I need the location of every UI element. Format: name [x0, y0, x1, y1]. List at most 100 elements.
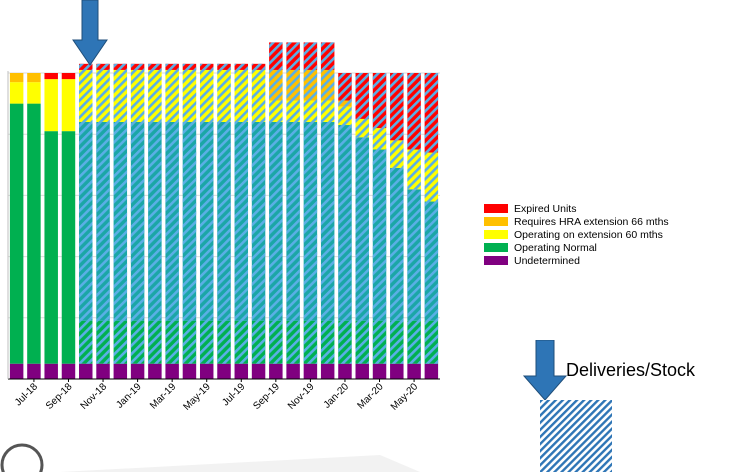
bar-hatch-overlay — [251, 320, 266, 364]
bar-hatch-overlay — [96, 121, 110, 321]
bar-segment — [9, 73, 24, 83]
bar-hatch-overlay — [182, 69, 197, 122]
bar-hatch-overlay — [96, 63, 110, 70]
bar-hatch-overlay — [217, 320, 231, 364]
bar-segment — [44, 363, 58, 379]
bar-hatch-overlay — [113, 63, 128, 70]
bar-hatch-overlay — [355, 118, 369, 138]
bar-segment — [217, 363, 231, 379]
bar-segment — [113, 363, 128, 379]
bar-hatch-overlay — [320, 42, 335, 70]
bar-hatch-overlay — [338, 125, 352, 321]
bar-hatch-overlay — [165, 320, 179, 364]
bar-segment — [61, 73, 76, 80]
bar-hatch-overlay — [269, 100, 283, 122]
x-tick-label: Jan-20 — [322, 381, 352, 411]
bar-hatch-overlay — [407, 149, 421, 190]
bar-hatch-overlay — [269, 69, 283, 101]
bar-hatch-overlay — [372, 128, 387, 150]
bar-segment — [320, 363, 335, 379]
legend-item-normal: Operating Normal — [484, 241, 669, 254]
bar-segment — [9, 363, 24, 379]
legend-item-expired: Expired Units — [484, 202, 669, 215]
bar-hatch-overlay — [303, 100, 318, 122]
legend-label: Operating on extension 60 mths — [514, 228, 663, 241]
bar-hatch-overlay — [199, 63, 214, 70]
bar-hatch-overlay — [182, 63, 197, 70]
bar-hatch-overlay — [199, 320, 214, 364]
x-tick-label: Mar-19 — [148, 381, 178, 411]
bar-hatch-overlay — [320, 100, 335, 122]
bar-hatch-overlay — [424, 201, 439, 321]
bar-hatch-overlay — [372, 320, 387, 364]
bar-hatch-overlay — [217, 121, 231, 321]
bar-hatch-overlay — [251, 69, 266, 122]
bar-hatch-overlay — [79, 121, 93, 321]
bar-hatch-overlay — [165, 69, 179, 122]
x-tick-label: Mar-20 — [355, 381, 385, 411]
bar-segment — [61, 363, 76, 379]
bar-hatch-overlay — [390, 167, 404, 321]
bar-hatch-overlay — [286, 69, 300, 101]
bar-hatch-overlay — [269, 121, 283, 321]
legend-swatch — [484, 256, 508, 265]
bar-segment — [130, 363, 145, 379]
bar-segment — [372, 363, 387, 379]
x-tick-label: May-19 — [181, 381, 213, 413]
legend: Expired Units Requires HRA extension 66 … — [484, 202, 669, 267]
bar-segment — [407, 363, 421, 379]
bar-segment — [27, 82, 41, 104]
bar-hatch-overlay — [182, 320, 197, 364]
bar-hatch-overlay — [217, 63, 231, 70]
bar-hatch-overlay — [96, 320, 110, 364]
bar-hatch-overlay — [424, 73, 439, 153]
bar-hatch-overlay — [79, 63, 93, 70]
bar-hatch-overlay — [338, 73, 352, 101]
bar-hatch-overlay — [372, 149, 387, 321]
bar-hatch-overlay — [286, 100, 300, 122]
bar-hatch-overlay — [234, 320, 249, 364]
bar-hatch-overlay — [148, 69, 162, 122]
bar-segment — [61, 131, 76, 364]
bar-hatch-overlay — [199, 121, 214, 321]
bar-hatch-overlay — [96, 69, 110, 122]
bar-hatch-overlay — [199, 69, 214, 122]
legend-swatch — [484, 217, 508, 226]
bar-hatch-overlay — [165, 63, 179, 70]
bar-hatch-overlay — [286, 42, 300, 70]
legend-label: Requires HRA extension 66 mths — [514, 215, 669, 228]
x-tick-label: Jul-18 — [13, 381, 40, 408]
bar-segment — [27, 73, 41, 83]
bar-hatch-overlay — [79, 69, 93, 122]
stacked-bar-chart: Jul-18 Sep-18 Nov-18 Jan-19 Mar-19 May-19 Jul-… — [7, 42, 440, 413]
bar-segment — [27, 363, 41, 379]
bar-hatch-overlay — [355, 73, 369, 119]
bar-hatch-overlay — [407, 320, 421, 364]
bars — [9, 42, 439, 379]
bar-segment — [286, 363, 300, 379]
bar-segment — [424, 363, 439, 379]
down-arrow-icon — [522, 340, 568, 401]
x-tick-label: Sep-18 — [44, 381, 75, 412]
bar-segment — [44, 79, 58, 132]
bar-segment — [148, 363, 162, 379]
bar-hatch-overlay — [303, 320, 318, 364]
bar-hatch-overlay — [303, 42, 318, 70]
legend-item-extension: Operating on extension 60 mths — [484, 228, 669, 241]
bar-hatch-overlay — [320, 320, 335, 364]
bar-hatch-overlay — [372, 73, 387, 129]
bar-hatch-overlay — [234, 121, 249, 321]
bar-hatch-overlay — [148, 63, 162, 70]
bar-hatch-overlay — [338, 320, 352, 364]
bar-hatch-overlay — [390, 320, 404, 364]
bar-hatch-overlay — [303, 69, 318, 101]
axes — [7, 71, 440, 380]
bar-hatch-overlay — [320, 69, 335, 101]
bar-segment — [9, 82, 24, 104]
bar-hatch-overlay — [113, 121, 128, 321]
bar-hatch-overlay — [148, 320, 162, 364]
x-tick-label: Nov-18 — [79, 381, 110, 412]
bar-hatch-overlay — [130, 121, 145, 321]
bar-hatch-overlay — [251, 121, 266, 321]
bar-hatch-overlay — [338, 100, 352, 107]
